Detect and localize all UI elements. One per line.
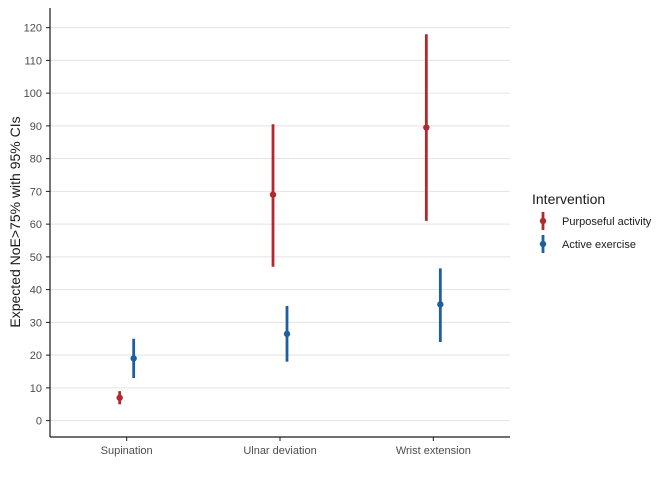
data-point: [130, 355, 137, 362]
y-axis-title: Expected NoE>75% with 95% CIs: [7, 116, 23, 327]
y-tick-label: 120: [24, 23, 42, 35]
legend-title: Intervention: [532, 191, 605, 207]
x-tick-label: Wrist extension: [396, 445, 471, 457]
data-point: [283, 330, 291, 338]
y-tick-label: 30: [30, 317, 42, 329]
y-tick-label: 60: [30, 219, 42, 231]
x-tick-label: Ulnar deviation: [243, 445, 316, 457]
y-axis-ticks: 0 10 20 30 40 50 60 70 80 90 100 110 120: [24, 23, 50, 428]
data-point: [269, 191, 277, 198]
data-marks: [116, 34, 444, 405]
y-tick-label: 40: [30, 285, 42, 297]
y-tick-label: 110: [24, 55, 42, 67]
y-tick-label: 0: [36, 416, 42, 428]
legend: Intervention Purposeful activity Active e…: [532, 191, 652, 253]
legend-key-point: [539, 240, 547, 248]
data-point: [437, 301, 444, 308]
y-tick-label: 50: [30, 252, 42, 264]
gridlines: [50, 27, 510, 422]
y-tick-label: 20: [30, 350, 42, 362]
y-tick-label: 80: [30, 154, 42, 166]
y-tick-label: 10: [30, 383, 42, 395]
legend-label: Purposeful activity: [562, 216, 652, 228]
legend-key-point: [539, 217, 547, 225]
data-point: [423, 124, 430, 131]
y-tick-label: 100: [24, 88, 42, 100]
x-axis-ticks: Supination Ulnar deviation Wrist extension: [101, 437, 471, 457]
legend-label: Active exercise: [562, 239, 636, 251]
x-tick-label: Supination: [101, 445, 153, 457]
y-tick-label: 70: [30, 186, 42, 198]
y-tick-label: 90: [30, 121, 42, 133]
data-point: [116, 394, 123, 401]
